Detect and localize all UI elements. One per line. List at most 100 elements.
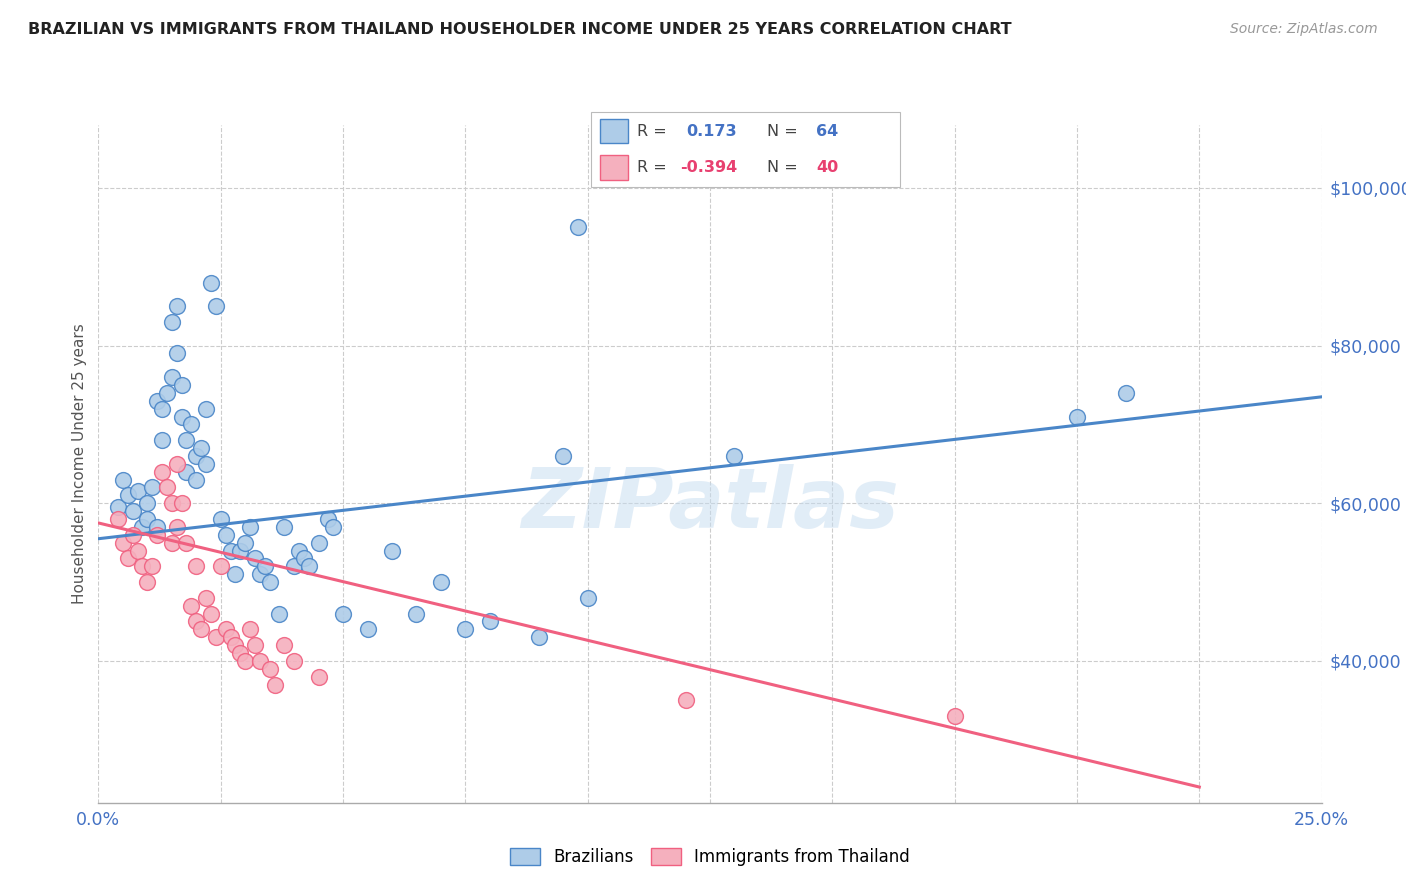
Point	[283, 559, 305, 574]
Point	[214, 528, 236, 542]
Point	[107, 500, 129, 515]
Point	[239, 520, 262, 534]
Point	[166, 346, 188, 360]
Text: 64: 64	[817, 124, 838, 139]
Point	[180, 417, 202, 432]
Point	[298, 559, 321, 574]
Point	[229, 646, 252, 660]
Text: ZIPatlas: ZIPatlas	[522, 464, 898, 545]
Point	[141, 481, 163, 495]
Point	[146, 528, 169, 542]
Point	[166, 520, 188, 534]
Point	[214, 623, 236, 637]
Point	[131, 559, 153, 574]
Point	[195, 591, 218, 605]
Point	[107, 512, 129, 526]
Point	[430, 575, 453, 590]
Point	[127, 543, 149, 558]
Point	[136, 512, 159, 526]
Point	[186, 559, 208, 574]
Legend: Brazilians, Immigrants from Thailand: Brazilians, Immigrants from Thailand	[503, 841, 917, 872]
Point	[723, 449, 745, 463]
Point	[176, 465, 198, 479]
Point	[180, 599, 202, 613]
Point	[576, 591, 599, 605]
Point	[160, 370, 183, 384]
Point	[170, 378, 193, 392]
Point	[283, 654, 305, 668]
Point	[273, 520, 295, 534]
Point	[160, 496, 183, 510]
Point	[553, 449, 575, 463]
FancyBboxPatch shape	[591, 112, 900, 187]
Point	[675, 693, 697, 707]
Point	[170, 409, 193, 424]
Text: R =: R =	[637, 160, 672, 175]
Point	[176, 433, 198, 447]
Text: BRAZILIAN VS IMMIGRANTS FROM THAILAND HOUSEHOLDER INCOME UNDER 25 YEARS CORRELAT: BRAZILIAN VS IMMIGRANTS FROM THAILAND HO…	[28, 22, 1012, 37]
Point	[156, 481, 179, 495]
Point	[150, 401, 173, 416]
Point	[259, 662, 281, 676]
Point	[308, 535, 330, 549]
Point	[166, 457, 188, 471]
Point	[170, 496, 193, 510]
Point	[150, 433, 173, 447]
Point	[186, 449, 208, 463]
Point	[195, 457, 218, 471]
Point	[209, 559, 232, 574]
Point	[1115, 385, 1137, 400]
Point	[253, 559, 276, 574]
FancyBboxPatch shape	[600, 119, 627, 144]
Point	[190, 441, 212, 455]
Point	[224, 567, 246, 582]
Point	[527, 630, 550, 644]
Point	[233, 654, 256, 668]
Point	[200, 276, 222, 290]
Point	[308, 670, 330, 684]
Text: N =: N =	[766, 160, 803, 175]
Text: 40: 40	[817, 160, 838, 175]
Text: Source: ZipAtlas.com: Source: ZipAtlas.com	[1230, 22, 1378, 37]
Text: 0.173: 0.173	[686, 124, 737, 139]
Point	[136, 496, 159, 510]
Point	[150, 465, 173, 479]
Point	[288, 543, 311, 558]
Point	[567, 220, 589, 235]
Point	[1066, 409, 1088, 424]
Point	[249, 654, 271, 668]
Point	[176, 535, 198, 549]
Point	[405, 607, 427, 621]
Point	[205, 299, 228, 313]
Point	[186, 473, 208, 487]
Point	[156, 385, 179, 400]
Y-axis label: Householder Income Under 25 years: Householder Income Under 25 years	[72, 324, 87, 604]
Point	[121, 528, 143, 542]
Point	[136, 575, 159, 590]
Point	[381, 543, 404, 558]
Point	[117, 488, 139, 502]
Point	[249, 567, 271, 582]
Point	[166, 299, 188, 313]
Point	[186, 615, 208, 629]
Point	[478, 615, 501, 629]
Point	[209, 512, 232, 526]
Text: N =: N =	[766, 124, 803, 139]
Point	[243, 551, 266, 566]
FancyBboxPatch shape	[600, 155, 627, 179]
Point	[219, 543, 242, 558]
Point	[239, 623, 262, 637]
Point	[259, 575, 281, 590]
Point	[200, 607, 222, 621]
Point	[121, 504, 143, 518]
Point	[322, 520, 344, 534]
Text: -0.394: -0.394	[681, 160, 738, 175]
Point	[131, 520, 153, 534]
Point	[117, 551, 139, 566]
Point	[219, 630, 242, 644]
Point	[356, 623, 378, 637]
Point	[160, 315, 183, 329]
Point	[943, 709, 966, 723]
Point	[243, 638, 266, 652]
Point	[141, 559, 163, 574]
